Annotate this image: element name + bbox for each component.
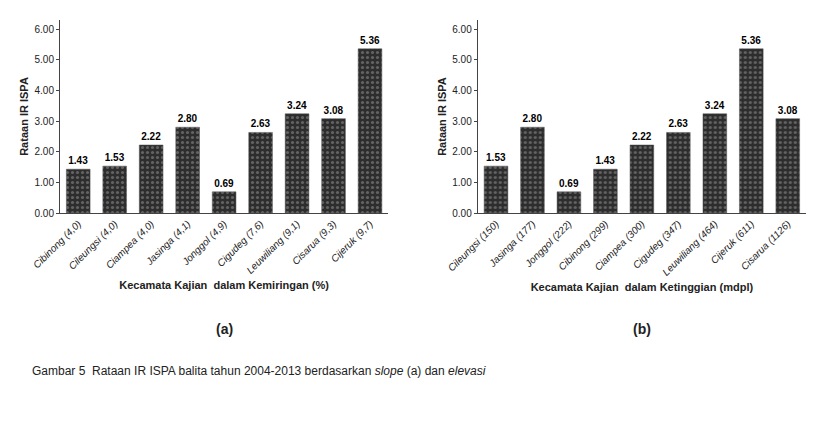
svg-text:Cijeruk (9,7): Cijeruk (9,7)	[329, 218, 375, 264]
svg-text:Cisarua (9,3): Cisarua (9,3)	[290, 218, 339, 267]
svg-text:2.22: 2.22	[632, 131, 652, 142]
svg-text:Rataan IR ISPA: Rataan IR ISPA	[436, 77, 448, 156]
svg-text:0.69: 0.69	[559, 178, 579, 189]
svg-text:Ciampea (300): Ciampea (300)	[592, 218, 647, 273]
svg-text:Ciampea (4,0): Ciampea (4,0)	[104, 218, 157, 271]
svg-text:5.36: 5.36	[360, 35, 380, 46]
svg-text:6.00: 6.00	[35, 24, 55, 35]
svg-text:1.43: 1.43	[595, 155, 615, 166]
svg-text:0.00: 0.00	[452, 208, 472, 219]
svg-text:6.00: 6.00	[452, 24, 472, 35]
svg-text:Jasinga (177): Jasinga (177)	[486, 218, 537, 269]
svg-text:0.69: 0.69	[214, 178, 234, 189]
svg-text:1.53: 1.53	[105, 152, 125, 163]
svg-text:5.36: 5.36	[741, 35, 761, 46]
svg-text:2.00: 2.00	[452, 146, 472, 157]
svg-text:Jonggol (4,9): Jonggol (4,9)	[179, 218, 229, 268]
svg-text:3.08: 3.08	[778, 105, 798, 116]
svg-text:1.00: 1.00	[35, 177, 55, 188]
svg-text:Jonggol (222): Jonggol (222)	[522, 218, 574, 270]
svg-text:2.63: 2.63	[251, 118, 271, 129]
svg-text:Cigudeg (347): Cigudeg (347)	[631, 218, 684, 271]
svg-text:Cibinong (4,0): Cibinong (4,0)	[31, 218, 83, 270]
svg-text:3.24: 3.24	[287, 100, 307, 111]
svg-text:Cisarua (1126): Cisarua (1126)	[739, 218, 793, 272]
svg-text:3.00: 3.00	[452, 116, 472, 127]
svg-text:(b): (b)	[633, 321, 651, 337]
svg-text:2.80: 2.80	[523, 113, 543, 124]
svg-text:(a): (a)	[216, 321, 233, 337]
svg-text:Rataan IR ISPA: Rataan IR ISPA	[18, 77, 30, 156]
svg-text:1.43: 1.43	[68, 155, 88, 166]
svg-text:3.08: 3.08	[324, 105, 344, 116]
svg-text:Cigudeg (7,6): Cigudeg (7,6)	[215, 218, 266, 269]
svg-text:2.00: 2.00	[35, 146, 55, 157]
svg-text:4.00: 4.00	[452, 85, 472, 96]
svg-text:5.00: 5.00	[452, 54, 472, 65]
svg-text:3.00: 3.00	[35, 116, 55, 127]
svg-text:2.63: 2.63	[668, 118, 688, 129]
svg-text:Gambar 5 Rataan IR ISPA balit: Gambar 5 Rataan IR ISPA balita tahun 200…	[32, 364, 486, 378]
svg-text:2.22: 2.22	[141, 131, 161, 142]
svg-text:0.00: 0.00	[35, 208, 55, 219]
svg-text:Cileungsi (4,0): Cileungsi (4,0)	[66, 218, 119, 271]
svg-text:Kecamata Kajian dalam Ketingg: Kecamata Kajian dalam Ketinggian (mdpl)	[531, 281, 754, 293]
svg-text:1.00: 1.00	[452, 177, 472, 188]
svg-text:Kecamata Kajian dalam Kemirin: Kecamata Kajian dalam Kemiringan (%)	[119, 279, 329, 291]
svg-text:Cibinong (299): Cibinong (299)	[556, 218, 610, 272]
svg-text:1.53: 1.53	[486, 152, 506, 163]
svg-text:Cijeruk (611): Cijeruk (611)	[709, 218, 757, 266]
svg-text:Leuwiliang (9,1): Leuwiliang (9,1)	[244, 218, 302, 276]
svg-text:Leuwiliang (464): Leuwiliang (464)	[660, 218, 720, 278]
svg-text:2.80: 2.80	[178, 113, 198, 124]
svg-text:Cileungsi (150): Cileungsi (150)	[446, 218, 501, 273]
svg-text:5.00: 5.00	[35, 54, 55, 65]
svg-text:Jasinga (4,1): Jasinga (4,1)	[143, 218, 192, 267]
svg-text:3.24: 3.24	[705, 100, 725, 111]
svg-text:4.00: 4.00	[35, 85, 55, 96]
